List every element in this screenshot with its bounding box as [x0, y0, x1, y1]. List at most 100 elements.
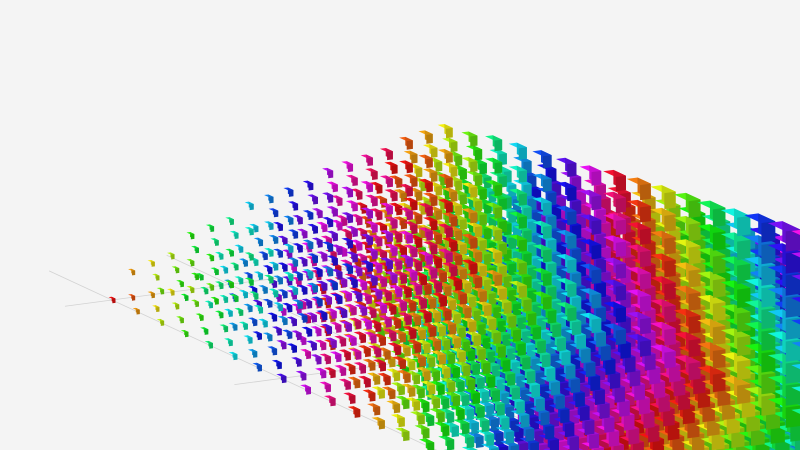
cube-side-face [258, 273, 264, 281]
cube-side-face [278, 277, 283, 285]
cube-side-face [526, 344, 536, 358]
cube-side-face [281, 342, 287, 350]
cube-side-face [313, 226, 318, 234]
cube-side-face [408, 387, 416, 398]
cube-side-face [462, 394, 470, 407]
cube-side-face [549, 413, 559, 428]
cube-side-face [512, 329, 522, 342]
cube-side-face [321, 342, 327, 351]
cube-side-face [288, 218, 294, 225]
cube-side-face [308, 242, 314, 250]
cube-side-face [551, 381, 561, 396]
cube-side-face [342, 218, 348, 227]
cube-side-face [296, 279, 302, 287]
cube-side-face [293, 260, 299, 268]
cube-side-face [418, 414, 425, 425]
cube-side-face [502, 334, 511, 347]
cube-side-face [296, 359, 302, 367]
cube-side-face [354, 409, 361, 418]
cube-side-face [378, 389, 385, 399]
cube-side-face [482, 337, 491, 350]
cube-side-face [254, 259, 259, 267]
cube-side-face [302, 259, 308, 267]
cube-side-face [400, 192, 407, 202]
cube-side-face [180, 281, 184, 288]
cube-side-face [301, 337, 307, 346]
cube-side-face [328, 170, 334, 179]
cube-side-face [429, 298, 437, 309]
cube-side-face [268, 301, 273, 308]
cube-side-face [501, 392, 510, 406]
cube-side-face [190, 234, 195, 240]
cube-side-face [272, 281, 278, 289]
cube-side-face [496, 403, 505, 416]
cube-side-face [215, 269, 219, 276]
cube-side-face [531, 384, 540, 398]
cube-side-face [325, 384, 331, 393]
floor-grid-line-y [48, 270, 438, 450]
cube-side-face [298, 301, 303, 310]
cube-side-face [384, 376, 391, 386]
cube-side-face [467, 350, 476, 362]
cube-side-face [332, 184, 338, 193]
cube-side-face [400, 302, 407, 312]
cube-side-face [287, 252, 293, 260]
cube-side-face [249, 254, 254, 261]
cube-side-face [540, 411, 550, 426]
cube-side-face [495, 432, 504, 445]
cube-side-face [403, 431, 410, 442]
cube-side-face [389, 390, 396, 400]
cube-side-face [195, 274, 199, 281]
cube-side-face [481, 420, 490, 433]
cube-side-face [410, 329, 417, 340]
cube-side-face [536, 372, 545, 386]
cube-side-face [451, 426, 459, 438]
cube-side-face [151, 261, 155, 267]
cube-side-face [322, 254, 328, 262]
cube-side-face [175, 268, 180, 274]
cube-side-face [234, 296, 239, 303]
cube-side-face [283, 291, 288, 299]
cube-side-face [306, 351, 311, 360]
cube-side-face [224, 326, 229, 333]
cube-side-face [283, 238, 288, 246]
cube-side-face [336, 354, 342, 363]
cube-side-face [277, 362, 282, 370]
cube-side-face [648, 425, 660, 443]
cube-side-face [342, 248, 348, 257]
cube-side-face [342, 310, 348, 319]
cube-side-face [215, 299, 219, 305]
cube-side-face [357, 293, 363, 303]
cube-side-face [357, 217, 363, 226]
cube-side-face [507, 373, 516, 386]
cube-side-face [185, 295, 189, 302]
cube-side-face [352, 177, 358, 187]
cube-side-face [422, 402, 430, 413]
cube-side-face [367, 237, 373, 246]
cube-side-face [277, 328, 282, 336]
cube-side-face [316, 357, 322, 365]
cube-side-face [298, 273, 303, 281]
cube-side-face [302, 231, 308, 239]
cube-side-face [228, 311, 233, 317]
cube-side-face [525, 402, 535, 417]
cube-side-face [564, 422, 575, 438]
cube-side-face [427, 442, 435, 450]
floor-grid-line-y [166, 254, 589, 450]
cube-side-face [439, 354, 446, 365]
cube-side-face [560, 409, 570, 424]
cube-side-face [269, 196, 274, 204]
cube-side-face [131, 270, 136, 276]
cube-side-face [190, 287, 195, 294]
cube-side-face [308, 271, 314, 279]
cube-side-face [332, 282, 338, 291]
cube-side-face [467, 379, 476, 391]
cube-side-face [598, 433, 609, 450]
cube-side-face [537, 340, 546, 354]
cube-side-face [311, 315, 317, 323]
cube-side-face [239, 278, 244, 285]
cube-side-face [375, 348, 382, 358]
cube-side-face [374, 406, 381, 416]
cube-side-face [313, 285, 318, 293]
cube-side-face [369, 362, 376, 372]
